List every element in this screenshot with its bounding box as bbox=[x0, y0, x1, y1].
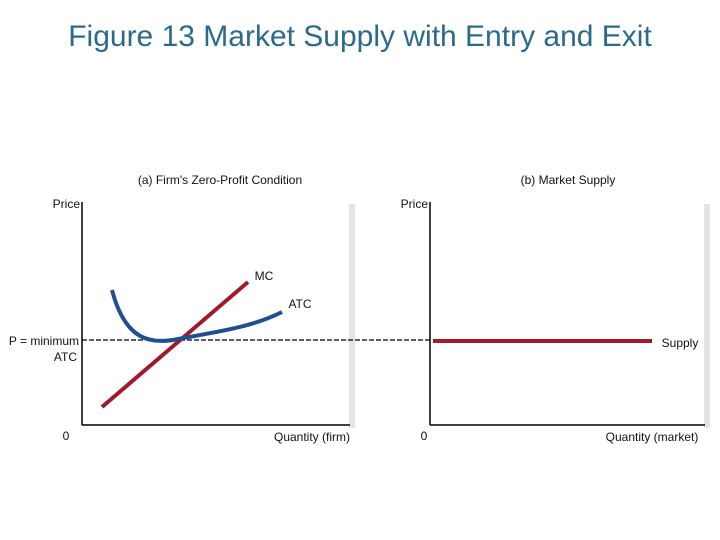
curve-label: ATC bbox=[288, 297, 311, 311]
origin-label: 0 bbox=[421, 429, 428, 443]
x-axis-label: Quantity (firm) bbox=[274, 430, 350, 444]
panel-shadow bbox=[704, 204, 710, 428]
curve-label: Supply bbox=[662, 336, 699, 350]
curve-label: MC bbox=[255, 269, 274, 283]
slide-title: Figure 13 Market Supply with Entry and E… bbox=[68, 20, 652, 53]
panel-title: (b) Market Supply bbox=[521, 173, 616, 187]
panel-title: (a) Firm's Zero-Profit Condition bbox=[138, 173, 302, 187]
mc-curve bbox=[100, 280, 250, 409]
y-axis-label: Price bbox=[53, 197, 81, 211]
price-label: P = minimum bbox=[9, 334, 79, 348]
price-label: ATC bbox=[54, 350, 77, 364]
panel-shadow bbox=[349, 204, 355, 428]
origin-label: 0 bbox=[63, 429, 70, 443]
x-axis-label: Quantity (market) bbox=[606, 430, 699, 444]
y-axis-label: Price bbox=[401, 197, 429, 211]
atc-curve bbox=[110, 289, 283, 343]
